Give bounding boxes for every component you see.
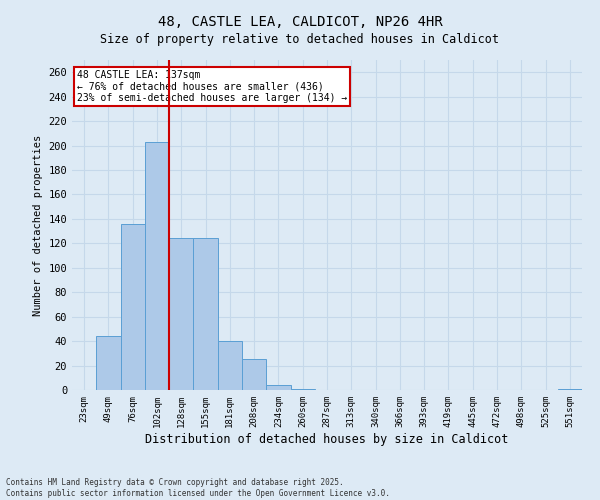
Text: Size of property relative to detached houses in Caldicot: Size of property relative to detached ho… bbox=[101, 32, 499, 46]
Bar bbox=[193, 238, 218, 390]
Text: Contains HM Land Registry data © Crown copyright and database right 2025.
Contai: Contains HM Land Registry data © Crown c… bbox=[6, 478, 390, 498]
Bar bbox=[169, 238, 193, 390]
Bar bbox=[242, 360, 266, 390]
Bar bbox=[266, 385, 290, 390]
Bar bbox=[290, 389, 315, 390]
Y-axis label: Number of detached properties: Number of detached properties bbox=[33, 134, 43, 316]
Bar bbox=[558, 389, 582, 390]
Bar bbox=[121, 224, 145, 390]
Bar bbox=[145, 142, 169, 390]
Text: 48 CASTLE LEA: 137sqm
← 76% of detached houses are smaller (436)
23% of semi-det: 48 CASTLE LEA: 137sqm ← 76% of detached … bbox=[77, 70, 347, 103]
X-axis label: Distribution of detached houses by size in Caldicot: Distribution of detached houses by size … bbox=[145, 432, 509, 446]
Bar bbox=[218, 341, 242, 390]
Bar bbox=[96, 336, 121, 390]
Text: 48, CASTLE LEA, CALDICOT, NP26 4HR: 48, CASTLE LEA, CALDICOT, NP26 4HR bbox=[158, 15, 442, 29]
